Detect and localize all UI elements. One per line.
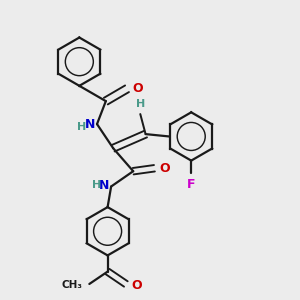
Text: F: F (187, 178, 196, 191)
Text: N: N (99, 178, 110, 191)
Text: O: O (160, 162, 170, 175)
Text: H: H (92, 180, 101, 190)
Text: N: N (85, 118, 95, 130)
Text: O: O (132, 82, 143, 95)
Text: O: O (131, 279, 142, 292)
Text: H: H (136, 99, 145, 109)
Text: H: H (77, 122, 87, 132)
Text: CH₃: CH₃ (62, 280, 83, 290)
